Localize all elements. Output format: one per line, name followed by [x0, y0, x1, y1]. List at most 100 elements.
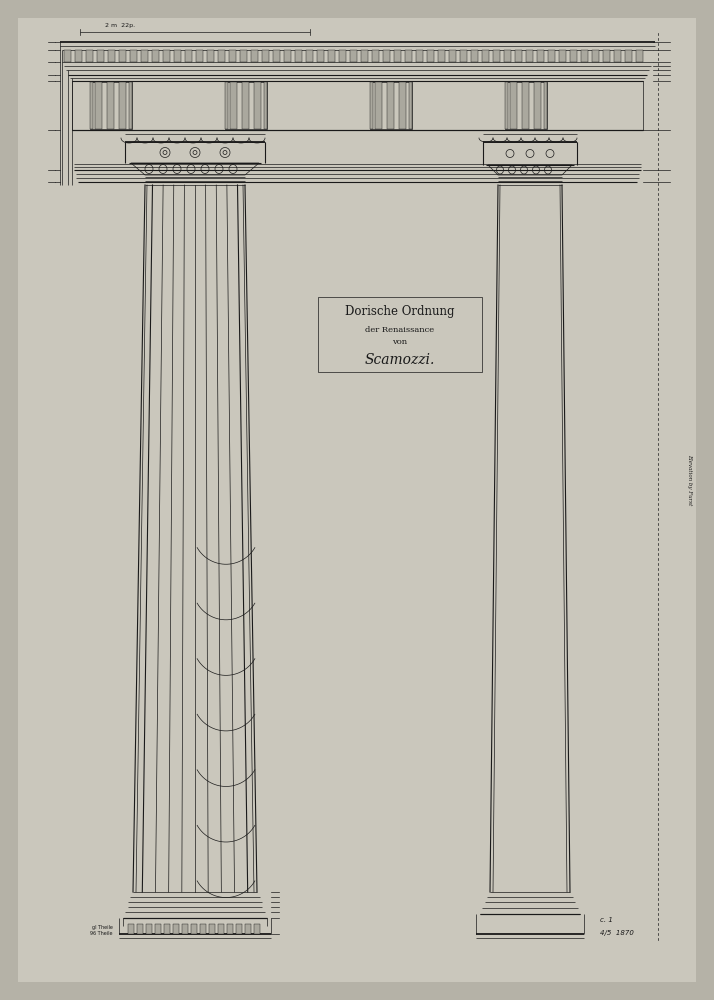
Bar	[614, 50, 621, 62]
Text: c. 1: c. 1	[600, 917, 613, 923]
Bar	[254, 924, 260, 934]
Bar	[625, 50, 632, 62]
Bar	[416, 50, 423, 62]
Bar	[75, 50, 82, 62]
Bar	[537, 50, 544, 62]
Bar	[130, 50, 137, 62]
Text: Elevation by Furst: Elevation by Furst	[688, 454, 693, 506]
Text: der Renaissance: der Renaissance	[366, 326, 435, 334]
Bar	[164, 924, 170, 934]
Bar	[449, 50, 456, 62]
Bar	[394, 50, 401, 62]
Bar	[230, 82, 237, 129]
Bar	[387, 82, 394, 129]
Bar	[72, 81, 643, 130]
Bar	[438, 50, 445, 62]
Bar	[108, 50, 115, 62]
Bar	[119, 50, 126, 62]
Bar	[471, 50, 478, 62]
Bar	[64, 50, 71, 62]
Bar	[570, 50, 577, 62]
Bar	[493, 50, 500, 62]
Bar	[522, 82, 529, 129]
Bar	[370, 82, 412, 129]
Bar	[174, 50, 181, 62]
Bar	[90, 82, 93, 129]
Text: 4/5  1870: 4/5 1870	[600, 930, 634, 936]
Bar	[383, 50, 390, 62]
Bar	[262, 50, 269, 62]
Bar	[95, 82, 102, 129]
Bar	[218, 50, 225, 62]
Bar	[196, 50, 203, 62]
Bar	[240, 50, 247, 62]
Bar	[370, 82, 373, 129]
Bar	[97, 50, 104, 62]
Text: Dorische Ordnung: Dorische Ordnung	[346, 306, 455, 318]
Bar	[207, 50, 214, 62]
Bar	[515, 50, 522, 62]
Bar	[251, 50, 258, 62]
Bar	[146, 924, 152, 934]
Bar	[534, 82, 541, 129]
Bar	[559, 50, 566, 62]
Text: von: von	[393, 338, 408, 346]
Bar	[581, 50, 588, 62]
Bar	[86, 50, 93, 62]
Bar	[427, 50, 434, 62]
Text: gl Theile: gl Theile	[92, 925, 113, 930]
Bar	[328, 50, 335, 62]
Bar	[306, 50, 313, 62]
Bar	[242, 82, 249, 129]
Bar	[254, 82, 261, 129]
Bar	[603, 50, 610, 62]
Bar	[372, 50, 379, 62]
Text: Scamozzi.: Scamozzi.	[365, 353, 436, 367]
Bar	[375, 82, 382, 129]
Bar	[460, 50, 467, 62]
Text: 96 Theile: 96 Theile	[91, 931, 113, 936]
Bar	[209, 924, 215, 934]
Bar	[173, 924, 179, 934]
Bar	[236, 924, 242, 934]
Bar	[295, 50, 302, 62]
Bar	[245, 924, 251, 934]
Bar	[225, 82, 228, 129]
Bar	[504, 50, 511, 62]
Bar	[128, 924, 134, 934]
Bar	[318, 297, 482, 372]
Bar	[225, 82, 267, 129]
Bar	[505, 82, 547, 129]
Bar	[137, 924, 143, 934]
Bar	[405, 50, 412, 62]
Bar	[182, 924, 188, 934]
Text: 2 m  22p.: 2 m 22p.	[105, 23, 135, 28]
Bar	[229, 50, 236, 62]
Bar	[361, 50, 368, 62]
Bar	[200, 924, 206, 934]
Bar	[510, 82, 517, 129]
Bar	[163, 50, 170, 62]
Bar	[339, 50, 346, 62]
Bar	[155, 924, 161, 934]
Bar	[273, 50, 280, 62]
Bar	[409, 82, 412, 129]
Bar	[399, 82, 406, 129]
Bar	[317, 50, 324, 62]
Bar	[90, 82, 132, 129]
Bar	[264, 82, 267, 129]
Bar	[227, 924, 233, 934]
Bar	[218, 924, 224, 934]
Bar	[636, 50, 643, 62]
Bar	[119, 82, 126, 129]
Bar	[526, 50, 533, 62]
Bar	[544, 82, 547, 129]
Bar	[185, 50, 192, 62]
Bar	[482, 50, 489, 62]
Bar	[592, 50, 599, 62]
Bar	[505, 82, 508, 129]
Bar	[548, 50, 555, 62]
Bar	[129, 82, 132, 129]
Bar	[284, 50, 291, 62]
Bar	[191, 924, 197, 934]
